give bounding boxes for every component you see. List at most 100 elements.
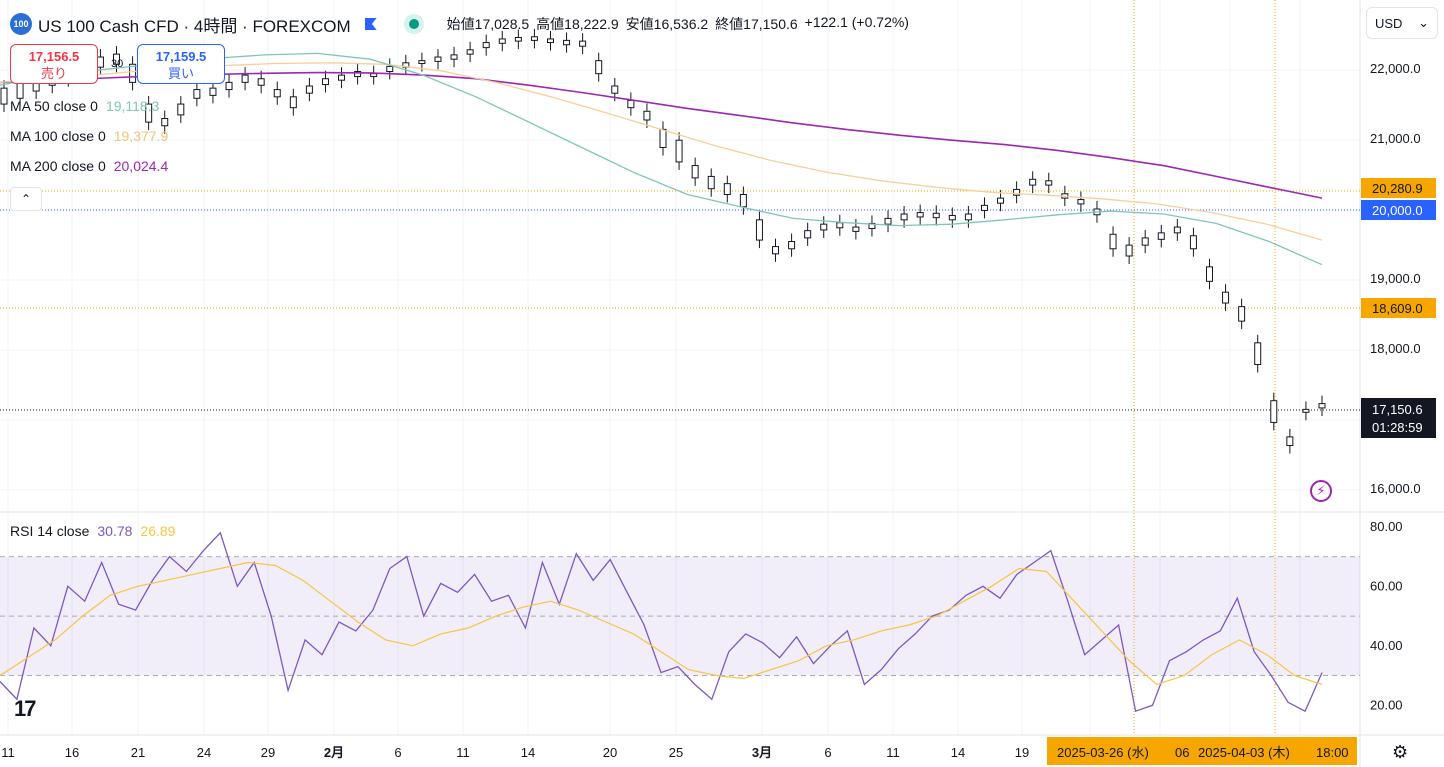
- candle-body: [289, 96, 297, 109]
- candle-body: [434, 56, 442, 62]
- candle-body: [370, 73, 378, 78]
- ma200-label: MA 200 close 0: [10, 158, 106, 174]
- market-status-icon: [408, 19, 419, 29]
- candle-body: [659, 128, 667, 148]
- candle-body: [1157, 232, 1165, 240]
- candle-body: [707, 175, 715, 190]
- price-tick-label: 18,000.0: [1370, 341, 1421, 356]
- time-tick-label: 16: [65, 745, 79, 760]
- buy-button[interactable]: 17,159.5 買い: [137, 44, 225, 84]
- currency-select[interactable]: USD ⌄: [1366, 7, 1438, 39]
- candle-body: [611, 85, 619, 94]
- candle-body: [482, 42, 490, 49]
- chevron-down-icon: ⌄: [1418, 15, 1429, 30]
- candle-body: [193, 89, 201, 99]
- time-tick-label: 14: [951, 745, 965, 760]
- candle-body: [145, 103, 153, 123]
- candle-body: [579, 40, 587, 47]
- flag-icon[interactable]: [364, 18, 377, 30]
- candle-body: [755, 219, 763, 241]
- candle-body: [321, 78, 329, 86]
- chart-header: 100 US 100 Cash CFD · 4時間 · FOREXCOM 始値1…: [10, 12, 909, 36]
- candle-body: [113, 53, 121, 65]
- time-tick-label: 6: [824, 745, 831, 760]
- price-tag-low: 18,609.0: [1372, 301, 1423, 316]
- time-tick-label: 6: [394, 745, 401, 760]
- candle-body: [1125, 244, 1133, 257]
- rsi-legend[interactable]: RSI 14 close 30.78 26.89: [10, 523, 175, 539]
- candle-body: [177, 103, 185, 116]
- collapse-legend-button[interactable]: ⌃: [10, 187, 42, 211]
- change-value: +122.1 (+0.72%): [804, 14, 909, 30]
- ma100-legend[interactable]: MA 100 close 0 19,377.9: [10, 128, 168, 144]
- candle-body: [691, 165, 699, 179]
- candle-body: [338, 74, 346, 81]
- time-tick-label: 24: [197, 745, 211, 760]
- low-label: 安値: [625, 16, 654, 32]
- low-value: 16,536.2: [653, 16, 709, 32]
- candle-body: [1013, 188, 1021, 196]
- price-tag-high-bg: [1361, 178, 1436, 198]
- candle-body: [257, 78, 265, 86]
- candle-body: [948, 214, 956, 221]
- candle-body: [772, 246, 780, 255]
- symbol-title[interactable]: US 100 Cash CFD · 4時間 · FOREXCOM: [38, 16, 351, 36]
- candle-body: [643, 110, 651, 121]
- candle-body: [788, 241, 796, 250]
- time-tick-label: 21: [131, 745, 145, 760]
- rsi-tick-label: 60.00: [1370, 578, 1403, 593]
- candle-body: [627, 99, 635, 109]
- time-tick-label: 19: [1015, 745, 1029, 760]
- candle-body: [595, 60, 603, 75]
- candle-body: [1029, 178, 1037, 186]
- candle-body: [1173, 226, 1181, 234]
- tradingview-logo-icon[interactable]: 17: [14, 696, 37, 721]
- candle-body: [820, 223, 828, 231]
- candle-body: [964, 213, 972, 221]
- candle-body: [96, 56, 104, 68]
- ma200-value: 20,024.4: [113, 158, 169, 174]
- candle-body: [804, 230, 812, 239]
- candle-body: [546, 38, 554, 44]
- price-tick-label: 19,000.0: [1370, 271, 1421, 286]
- candle-body: [129, 63, 137, 83]
- rsi-line: [0, 531, 1323, 713]
- candle-body: [563, 39, 571, 46]
- candle-body: [1222, 291, 1230, 304]
- ohlc-readout: 始値17,028.5 高値18,222.9 安値16,536.2 終値17,15…: [447, 14, 909, 34]
- candle-body: [273, 89, 281, 98]
- candle-body: [209, 87, 217, 96]
- candle-body: [1205, 266, 1213, 282]
- candle-body: [16, 81, 24, 99]
- candle-body: [916, 212, 924, 218]
- time-hover-2: 2025-04-03 (木): [1198, 745, 1290, 760]
- ma100-label: MA 100 close 0: [10, 128, 106, 144]
- close-label: 終値: [715, 16, 744, 32]
- candle-body: [498, 38, 506, 44]
- time-tick-label: 20: [603, 745, 617, 760]
- rsi-tick-label: 80.00: [1370, 519, 1403, 534]
- time-hover-1: 2025-03-26 (水): [1057, 745, 1149, 760]
- price-tag-low-bg: [1361, 298, 1436, 318]
- ma200-legend[interactable]: MA 200 close 0 20,024.4: [10, 158, 168, 174]
- ma100-value: 19,377.9: [113, 128, 169, 144]
- ma50-legend[interactable]: MA 50 close 0 19,118.3: [10, 98, 159, 114]
- time-hover-bg: [1047, 737, 1357, 765]
- time-tick-label: 11: [886, 745, 900, 760]
- chevron-up-icon: ⌃: [20, 192, 32, 206]
- candle-body: [386, 65, 394, 73]
- candle-body: [418, 60, 426, 65]
- lightning-alert-icon[interactable]: ⚡: [1310, 480, 1332, 502]
- candle-body: [514, 36, 522, 42]
- candle-body: [932, 212, 940, 219]
- candle-body: [1045, 180, 1053, 186]
- price-tag-20000: 20,000.0: [1372, 203, 1423, 218]
- candle-body: [900, 213, 908, 221]
- settings-gear-icon[interactable]: ⚙: [1392, 742, 1409, 762]
- buy-price: 17,159.5: [155, 49, 207, 64]
- candle-body: [1286, 436, 1294, 447]
- sell-button[interactable]: 17,156.5 売り: [10, 44, 98, 84]
- candle-body: [1077, 199, 1085, 205]
- open-value: 17,028.5: [474, 16, 530, 32]
